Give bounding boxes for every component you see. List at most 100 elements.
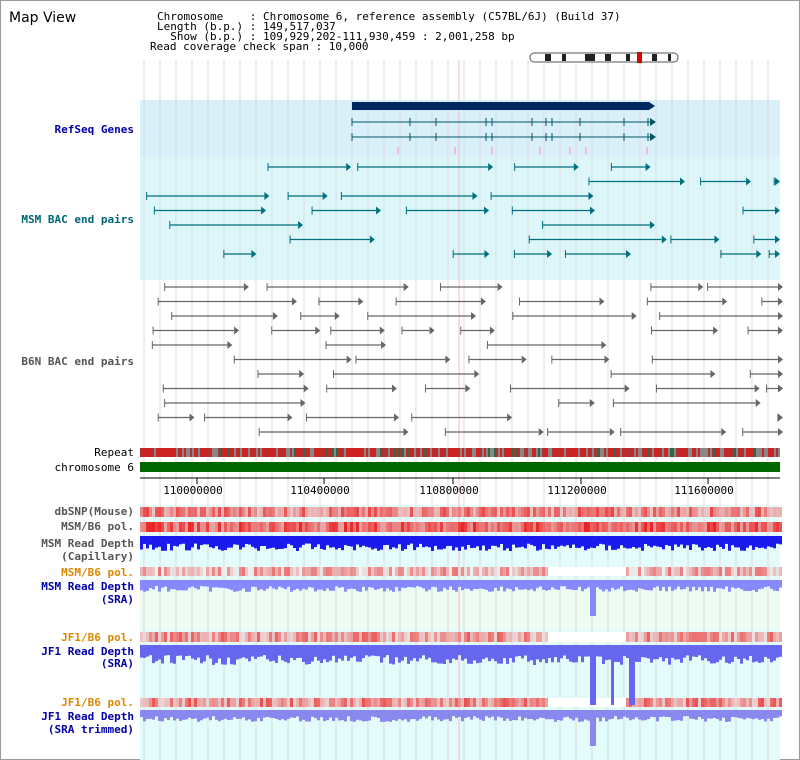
jf1-pol-cell [515,632,518,642]
label-msm-pol-sra[interactable]: MSM/B6 pol. [61,566,134,579]
jf1-pol-cell [371,632,374,642]
jf1-depth-sra-bar [497,645,500,664]
jf1-depth-trim-bar [494,710,497,721]
jf1-pol-trim-cell [422,698,425,707]
jf1-depth-trim-bar [179,710,182,721]
jf1-pol-cell [236,632,239,642]
jf1-pol-cell [494,632,497,642]
jf1-pol-trim-cell [221,698,224,707]
jf1-pol-cell [260,632,263,642]
jf1-depth-sra-bar [566,645,569,659]
label-jf1-depth-sra[interactable]: JF1 Read Depth [41,645,134,658]
repeat-segment [616,448,618,457]
msm-depth-sra-bar [353,580,356,590]
msm-depth-sra-bar [548,580,551,590]
repeat-segment [268,448,270,457]
dbsnp-cell [269,507,272,517]
msm-pol-sra-cell [311,567,314,576]
label-jf1-pol[interactable]: JF1/B6 pol. [61,631,134,644]
jf1-depth-trim-bar [677,710,680,721]
jf1-pol-cell [395,632,398,642]
msm-depth-sra-bar [338,580,341,588]
jf1-pol-cell [176,632,179,642]
dbsnp-cell [152,507,155,517]
label-msm-depth-capillary[interactable]: MSM Read Depth [41,537,134,550]
jf1-depth-trim-bar [380,710,383,722]
jf1-pol-cell [758,632,761,642]
label-refseq-genes[interactable]: RefSeq Genes [54,123,134,136]
msm-depth-sra-bar [221,580,224,588]
repeat-segment [530,448,532,457]
page-title: Map View [9,10,77,26]
dbsnp-cell [344,507,347,517]
jf1-pol-cell [632,632,635,642]
msm-depth-capillary-bar [473,536,476,548]
jf1-depth-trim-bar [458,710,461,717]
msm-depth-capillary-bar [185,536,188,551]
jf1-pol-trim-cell [455,698,458,707]
label-msm-bac-end-pairs[interactable]: MSM BAC end pairs [21,213,134,226]
dbsnp-cell [146,507,149,517]
jf1-pol-cell [542,632,545,642]
repeat-segment [282,448,284,457]
msm-pol-sra-cell [191,567,194,576]
repeat-segment [418,448,420,457]
repeat-segment [224,448,226,457]
msm-pol-sra-cell [506,567,509,576]
msm-pol-cell [338,522,341,532]
msm-depth-sra-bar [692,580,695,587]
msm-pol-sra-cell [749,567,752,576]
jf1-depth-trim-bar [602,710,605,718]
b6n-bac-pair-end [489,326,495,335]
jf1-pol-cell [365,632,368,642]
msm-depth-sra-bar [722,580,725,590]
ideogram-band [626,54,630,61]
jf1-pol-trim-cell [440,698,443,707]
jf1-pol-cell [536,632,539,642]
msm-depth-capillary-bar [275,536,278,550]
jf1-pol-trim-cell [356,698,359,707]
jf1-pol-cell [557,632,560,642]
msm-depth-sra-bar [596,580,599,588]
jf1-pol-trim-cell [515,698,518,707]
jf1-pol-cell [521,632,524,642]
label-msm-pol[interactable]: MSM/B6 pol. [61,520,134,533]
dbsnp-cell [662,507,665,517]
msm-pol-cell [689,522,692,532]
label-dbsnp[interactable]: dbSNP(Mouse) [54,505,134,518]
jf1-pol-trim-cell [737,698,740,707]
dbsnp-cell [434,507,437,517]
jf1-pol-cell [491,632,494,642]
msm-depth-sra-bar [713,580,716,592]
jf1-pol-cell [173,632,176,642]
jf1-pol-cell [533,632,536,642]
repeat-segment [576,448,578,457]
msm-depth-capillary-bar [239,536,242,550]
msm-pol-sra-cell [767,567,770,576]
msm-depth-sra-bar [671,580,674,591]
msm-pol-cell [395,522,398,532]
jf1-depth-sra-bar [356,645,359,662]
repeat-segment [476,448,478,457]
msm-depth-capillary-bar [719,536,722,547]
label-jf1-pol-trimmed[interactable]: JF1/B6 pol. [61,696,134,709]
jf1-pol-trim-cell [539,698,542,707]
repeat-segment [554,448,556,457]
label-jf1-depth-trimmed[interactable]: JF1 Read Depth [41,710,134,723]
repeat-segment [204,448,206,457]
jf1-pol-trim-cell [599,698,602,707]
label-b6n-bac-end-pairs[interactable]: B6N BAC end pairs [21,355,134,368]
jf1-pol-trim-cell [476,698,479,707]
msm-depth-sra-bar [254,580,257,587]
jf1-pol-trim-cell [431,698,434,707]
msm-depth-capillary-bar [578,536,581,548]
msm-depth-sra-bar [707,580,710,592]
dbsnp-cell [659,507,662,517]
dbsnp-cell [197,507,200,517]
jf1-pol-trim-cell [359,698,362,707]
msm-pol-cell [158,522,161,532]
label-msm-depth-sra[interactable]: MSM Read Depth [41,580,134,593]
msm-depth-sra-bar [593,580,596,616]
repeat-segment [648,448,650,457]
